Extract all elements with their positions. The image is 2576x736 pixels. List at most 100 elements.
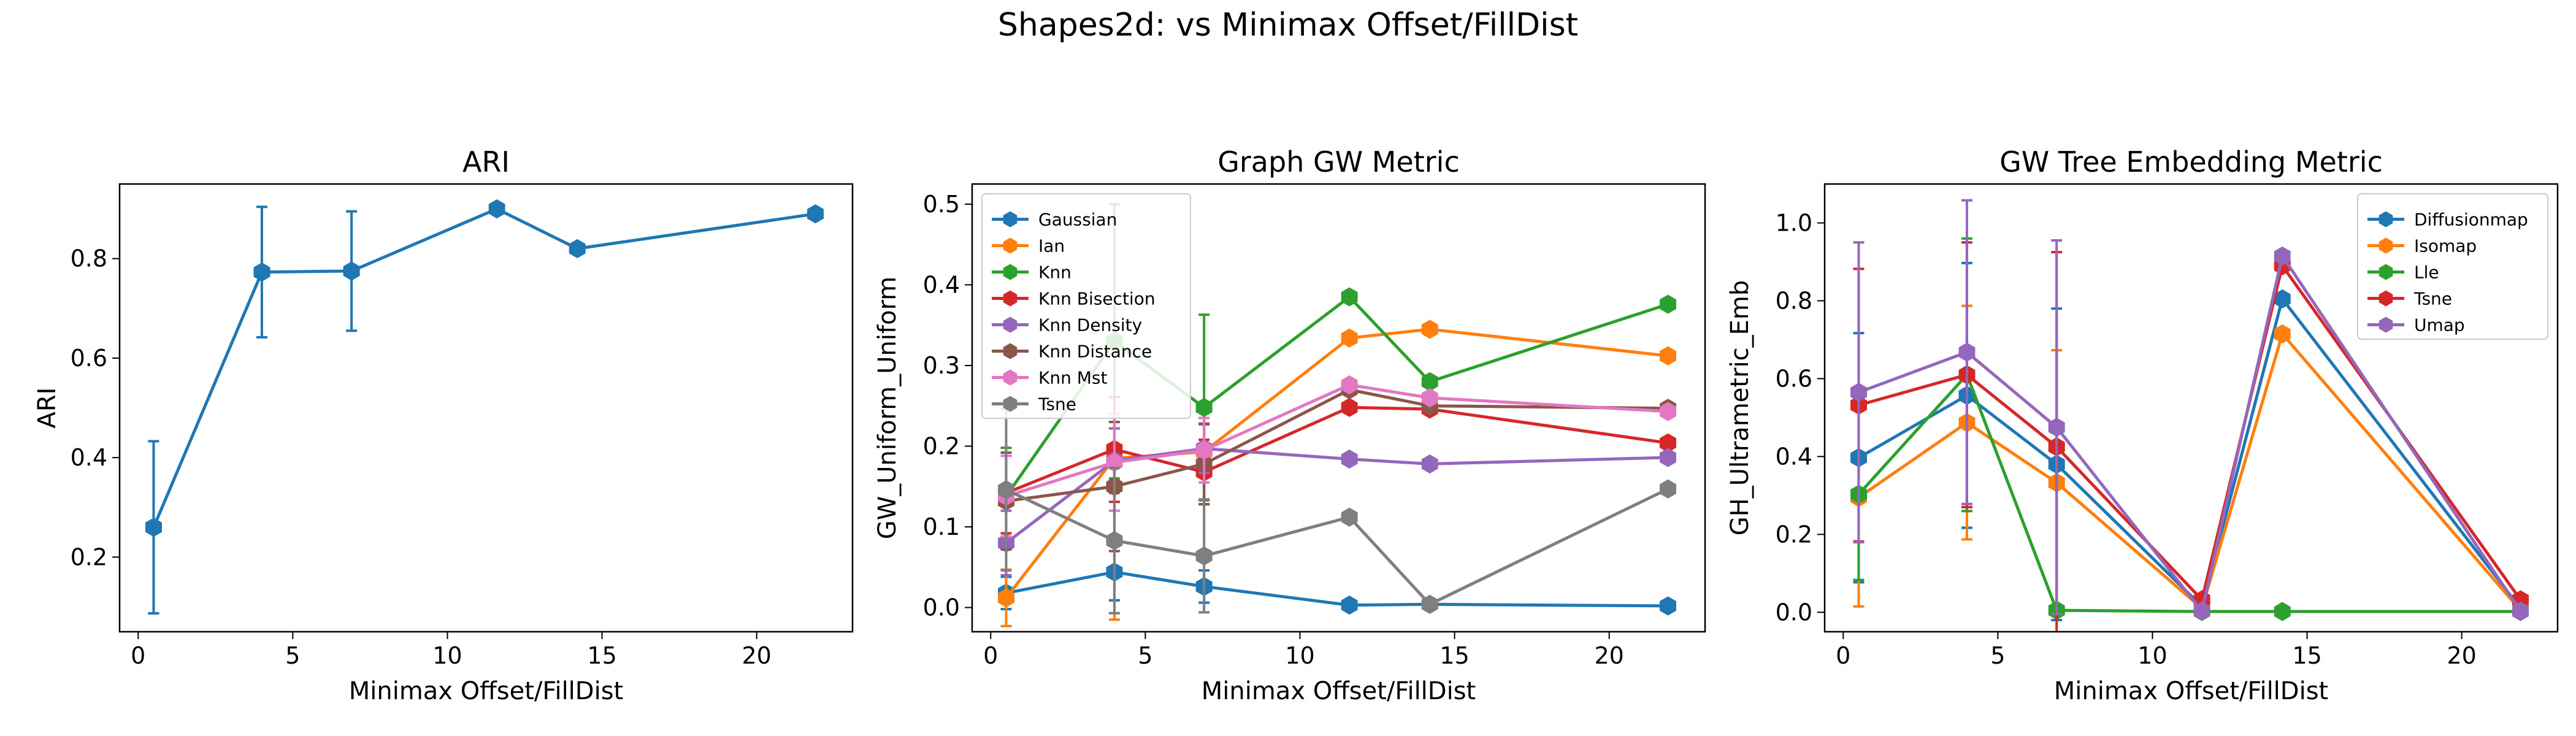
data-point [1341, 397, 1358, 417]
y-tick-label: 0.8 [1776, 287, 1812, 314]
data-point [998, 480, 1014, 500]
series-line [1005, 487, 1669, 606]
x-tick-label: 20 [742, 642, 772, 669]
y-tick-label: 0.5 [923, 191, 960, 218]
y-tick-label: 0.4 [1776, 443, 1812, 470]
legend-label: Lle [2414, 263, 2439, 283]
series-tsne [998, 407, 1676, 615]
series-line [1857, 373, 2521, 613]
chart-panel-0: ARI 0 5 10 15 20 0.2 0.4 0.6 0.8 Minimax Offset/Fi… [33, 145, 854, 705]
series-0 [145, 199, 824, 615]
legend-item: Gaussian [992, 210, 1117, 230]
legend-item: Isomap [2367, 236, 2477, 256]
data-point [807, 204, 824, 224]
chart-title: GW Tree Embedding Metric [1999, 145, 2383, 178]
x-tick-label: 0 [1836, 642, 1850, 669]
data-point [2274, 246, 2291, 266]
legend-swatch-marker [1003, 343, 1018, 359]
legend-label: Tsne [2413, 289, 2452, 309]
legend-label: Knn Density [1038, 315, 1142, 335]
x-axis-label: Minimax Offset/FillDist [2054, 677, 2328, 705]
data-point [1341, 375, 1358, 395]
legend-item: Ian [992, 236, 1065, 256]
legend-label: Knn Bisection [1038, 289, 1156, 309]
legend-swatch-marker [2379, 264, 2393, 280]
y-axis-label: GH_Ultrametric_Emb [1726, 280, 1754, 536]
x-tick-label: 5 [1138, 642, 1152, 669]
x-tick-label: 15 [587, 642, 616, 669]
data-point [1660, 294, 1676, 314]
x-tick-label: 0 [983, 642, 998, 669]
plot-frame [1823, 183, 2559, 633]
data-point [2274, 324, 2291, 343]
x-tick-label: 5 [1990, 642, 2005, 669]
plot-frame [118, 183, 854, 633]
x-tick-label: 0 [131, 642, 145, 669]
data-point [145, 518, 162, 537]
legend-label: Umap [2414, 315, 2465, 335]
data-point [2274, 602, 2291, 621]
legend-item: Lle [2367, 263, 2439, 283]
legend-swatch-marker [1003, 264, 1018, 280]
legend-item: Knn Mst [992, 368, 1108, 388]
x-tick-label: 20 [1595, 642, 1624, 669]
y-tick-label: 0.4 [71, 444, 107, 471]
y-tick-label: 0.6 [1776, 365, 1812, 392]
series-knn-mst [998, 375, 1676, 538]
legend-frame [981, 193, 1191, 419]
data-point [1341, 449, 1358, 469]
data-point [1421, 320, 1438, 339]
legend-item: Tsne [2367, 289, 2452, 309]
y-tick-label: 1.0 [1776, 209, 1812, 236]
data-point [2048, 418, 2065, 437]
legend-label: Knn Mst [1038, 368, 1108, 388]
data-point [343, 261, 360, 281]
data-point [1660, 596, 1676, 616]
x-tick-label: 15 [2292, 642, 2321, 669]
x-tick-label: 15 [1439, 642, 1469, 669]
data-point [1958, 342, 1976, 362]
legend-swatch-marker [2379, 290, 2393, 307]
data-point [1850, 383, 1867, 402]
data-point [1341, 287, 1358, 307]
legend-swatch-marker [2379, 316, 2393, 333]
x-tick-label: 5 [285, 642, 300, 669]
panels: ARI 0 5 10 15 20 0.2 0.4 0.6 0.8 Minimax Offset/Fi… [33, 145, 2559, 705]
y-tick-label: 0.1 [923, 513, 960, 540]
y-tick-label: 0.3 [923, 352, 960, 379]
series-line [1006, 388, 1668, 503]
series-line [1005, 328, 1668, 599]
data-point [1660, 346, 1676, 366]
legend-swatch-marker [1003, 369, 1018, 386]
x-tick-label: 10 [2137, 642, 2167, 669]
series-line [1006, 570, 1668, 608]
legend-item: Umap [2367, 315, 2465, 335]
legend-label: Knn [1038, 263, 1071, 283]
legend-swatch-marker [2379, 211, 2393, 228]
legend-swatch-marker [1003, 237, 1018, 254]
y-axis-label: ARI [33, 388, 61, 429]
x-axis-label: Minimax Offset/FillDist [349, 677, 623, 705]
legend-item: Knn Density [992, 315, 1142, 335]
series-line [1858, 332, 2522, 611]
y-tick-label: 0.8 [71, 245, 107, 272]
legend-label: Diffusionmap [2414, 210, 2528, 230]
chart-title: ARI [462, 145, 510, 178]
data-point [253, 263, 270, 282]
data-point [1106, 531, 1123, 550]
series-line [1005, 405, 1668, 495]
legend-label: Isomap [2414, 236, 2477, 256]
data-point [2193, 601, 2210, 621]
series-line [1005, 447, 1668, 545]
data-point [1660, 479, 1676, 499]
legend-label: Gaussian [1038, 210, 1117, 230]
series-line [1858, 297, 2522, 610]
legend-item: Diffusionmap [2367, 210, 2528, 230]
data-point [488, 199, 505, 219]
y-tick-label: 0.0 [1776, 599, 1812, 626]
legend-swatch-marker [1003, 316, 1018, 333]
y-tick-label: 0.2 [71, 543, 107, 570]
legend-item: Knn Bisection [992, 289, 1156, 309]
